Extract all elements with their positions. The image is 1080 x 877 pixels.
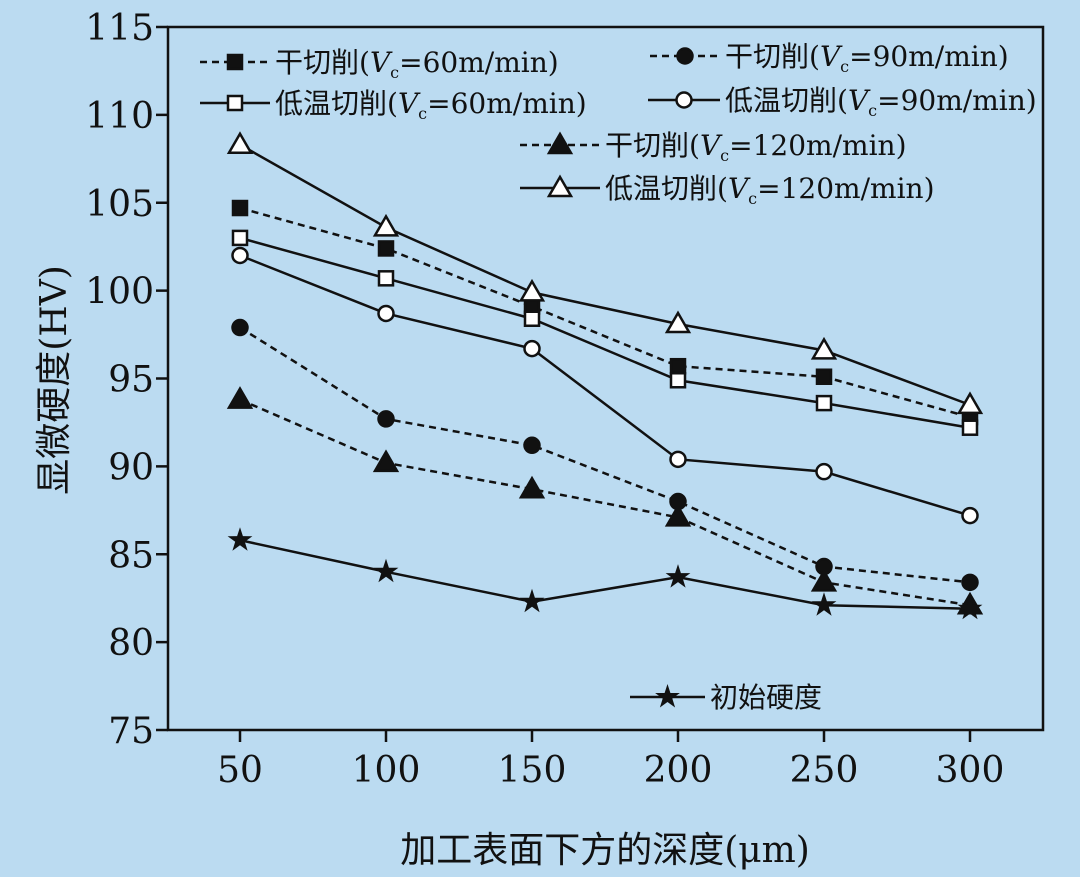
legend-item: 低温切削(Vc=120m/min) <box>520 172 935 208</box>
data-point-triangle-marker <box>226 386 254 409</box>
data-point-circle-marker <box>523 339 541 358</box>
data-point-triangle-marker <box>810 336 838 360</box>
series-4 <box>226 386 984 615</box>
data-point-square-marker <box>377 270 395 287</box>
y-tick-label: 105 <box>85 184 154 225</box>
data-point-circle-marker <box>377 304 395 323</box>
series-1 <box>231 229 979 436</box>
data-point-star-marker <box>373 558 399 583</box>
series-line <box>239 236 971 429</box>
legend-item: 低温切削(Vc=90m/min) <box>648 84 1037 120</box>
data-point-circle-marker <box>523 436 541 455</box>
data-point-star-marker <box>811 592 837 616</box>
legend-item: 干切削(Vc=120m/min) <box>520 129 907 165</box>
legend-label: 干切削(Vc=90m/min) <box>725 40 1009 76</box>
legend-label: 低温切削(Vc=60m/min) <box>275 87 587 123</box>
series-line <box>239 398 971 607</box>
data-point-square-marker <box>231 199 249 217</box>
y-tick-label: 90 <box>108 447 154 488</box>
series-line <box>239 254 971 517</box>
data-point-star-marker <box>227 527 253 551</box>
series-line <box>239 326 971 584</box>
series-0 <box>231 199 979 426</box>
y-axis-label: 显微硬度(HV) <box>34 265 75 494</box>
x-tick-label: 50 <box>217 750 263 791</box>
legend-star-marker <box>655 684 680 708</box>
legend-triangle-marker <box>546 174 574 198</box>
series-6 <box>227 527 983 620</box>
x-tick-label: 150 <box>498 750 567 791</box>
y-tick-label: 115 <box>85 8 154 49</box>
data-point-circle-marker <box>231 318 249 337</box>
legend-label: 初始硬度 <box>710 681 822 714</box>
y-tick-label: 100 <box>85 272 154 313</box>
legend-triangle-marker <box>546 131 574 155</box>
series-line <box>239 538 971 610</box>
x-tick-label: 100 <box>352 750 421 791</box>
series-3 <box>231 246 979 525</box>
legend-item: 初始硬度 <box>630 681 822 714</box>
legend-label: 干切削(Vc=120m/min) <box>605 129 907 165</box>
data-point-triangle-marker <box>810 568 838 592</box>
data-point-circle-marker <box>231 246 249 265</box>
data-point-star-marker <box>665 564 691 588</box>
x-tick-label: 250 <box>790 750 859 791</box>
legend-item: 干切削(Vc=90m/min) <box>650 40 1009 76</box>
data-point-circle-marker <box>961 573 979 592</box>
x-tick-label: 200 <box>644 750 713 791</box>
legend-item: 干切削(Vc=60m/min) <box>200 46 559 82</box>
series-5 <box>226 131 984 415</box>
data-point-square-marker <box>377 240 395 257</box>
legend-circle-marker <box>675 91 693 109</box>
x-axis-label: 加工表面下方的深度(μm) <box>400 830 810 871</box>
data-point-circle-marker <box>961 506 979 525</box>
legend-label: 干切削(Vc=60m/min) <box>275 46 559 82</box>
y-tick-label: 95 <box>108 360 154 401</box>
data-point-circle-marker <box>815 462 833 481</box>
data-point-square-marker <box>815 394 833 412</box>
data-point-triangle-marker <box>518 475 546 499</box>
legend-label: 低温切削(Vc=90m/min) <box>725 84 1037 120</box>
y-tick-label: 85 <box>108 535 154 576</box>
data-point-square-marker <box>231 229 249 247</box>
data-point-triangle-marker <box>956 391 984 415</box>
data-point-star-marker <box>519 588 545 613</box>
y-tick-label: 110 <box>85 96 154 137</box>
legend-label: 低温切削(Vc=120m/min) <box>605 172 935 208</box>
data-point-square-marker <box>669 372 687 389</box>
data-point-triangle-marker <box>372 213 400 237</box>
legend-item: 低温切削(Vc=60m/min) <box>200 87 587 123</box>
data-point-square-marker <box>669 357 687 375</box>
legend-square-marker <box>226 53 244 71</box>
x-tick-label: 300 <box>936 750 1005 791</box>
data-point-square-marker <box>961 419 979 436</box>
data-point-circle-marker <box>669 450 687 469</box>
data-point-triangle-marker <box>664 310 692 334</box>
y-tick-label: 80 <box>108 623 154 664</box>
data-point-star-marker <box>957 595 983 620</box>
series-2 <box>231 318 979 592</box>
series-line <box>239 143 971 407</box>
data-point-square-marker <box>815 368 833 385</box>
data-point-triangle-marker <box>372 449 400 473</box>
data-point-triangle-marker <box>518 278 546 302</box>
data-point-circle-marker <box>377 410 395 428</box>
data-point-triangle-marker <box>664 503 692 527</box>
legend-circle-marker <box>676 47 694 65</box>
y-tick-label: 75 <box>108 711 154 752</box>
data-point-triangle-marker <box>226 131 254 155</box>
data-point-square-marker <box>523 310 541 327</box>
series-line <box>239 206 971 419</box>
legend-square-marker <box>226 94 244 112</box>
